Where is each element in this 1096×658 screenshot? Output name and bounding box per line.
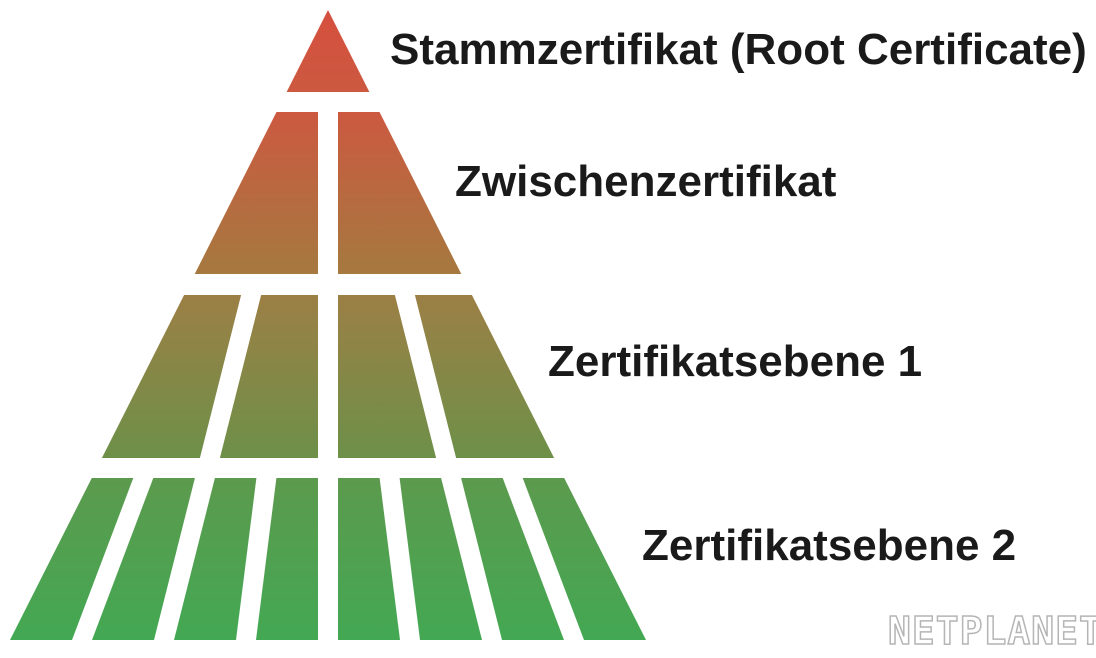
pyramid-level-3-segment-1 xyxy=(92,478,195,640)
level-label-intermediate: Zwischenzertifikat xyxy=(455,157,837,206)
pyramid-level-3-segment-3 xyxy=(256,478,318,640)
pyramid-level-3-segment-5 xyxy=(399,478,482,640)
pyramid-level-3-segment-6 xyxy=(461,478,564,640)
pyramid-level-0-segment-0 xyxy=(286,10,370,92)
pyramid-level-2-segment-2 xyxy=(338,295,437,458)
level-label-level-2: Zertifikatsebene 2 xyxy=(642,521,1017,570)
pyramid-level-2-segment-0 xyxy=(101,295,242,458)
pyramid-level-2-segment-1 xyxy=(219,295,318,458)
level-label-root: Stammzertifikat (Root Certificate) xyxy=(390,25,1087,74)
pyramid-level-2-segment-3 xyxy=(414,295,555,458)
pyramid-level-3-segment-7 xyxy=(522,478,646,640)
netplanet-watermark: NETPLANET xyxy=(887,609,1096,653)
pyramid-level-1-segment-1 xyxy=(338,112,462,274)
pyramid-level-1-segment-0 xyxy=(194,112,318,274)
pyramid-level-3-segment-2 xyxy=(174,478,257,640)
level-label-level-1: Zertifikatsebene 1 xyxy=(548,337,923,386)
pyramid-level-3-segment-4 xyxy=(338,478,400,640)
pyramid-level-3-segment-0 xyxy=(10,478,134,640)
